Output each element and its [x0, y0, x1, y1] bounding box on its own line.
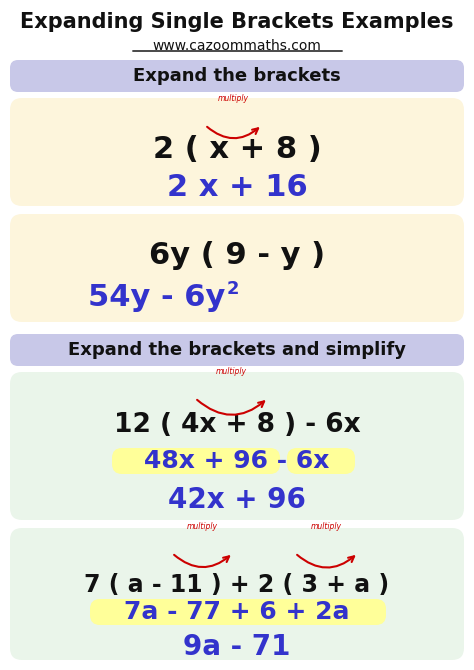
FancyBboxPatch shape — [112, 448, 280, 474]
FancyBboxPatch shape — [10, 528, 464, 660]
Text: 42x + 96: 42x + 96 — [168, 486, 306, 514]
Text: multiply: multiply — [216, 367, 247, 376]
Text: 2 ( x + 8 ): 2 ( x + 8 ) — [153, 135, 321, 165]
Text: 6y ( 9 - y ): 6y ( 9 - y ) — [149, 241, 325, 269]
Text: multiply: multiply — [311, 522, 342, 531]
FancyBboxPatch shape — [10, 60, 464, 92]
FancyBboxPatch shape — [90, 599, 386, 625]
Text: Expanding Single Brackets Examples: Expanding Single Brackets Examples — [20, 12, 454, 32]
Text: multiply: multiply — [218, 94, 249, 103]
Text: 9a - 71: 9a - 71 — [183, 633, 291, 661]
Text: 12 ( 4x + 8 ) - 6x: 12 ( 4x + 8 ) - 6x — [114, 412, 360, 438]
Text: www.cazoommaths.com: www.cazoommaths.com — [153, 39, 321, 53]
Text: multiply: multiply — [187, 522, 218, 531]
Text: 48x + 96 - 6x: 48x + 96 - 6x — [144, 449, 330, 473]
FancyBboxPatch shape — [10, 334, 464, 366]
FancyBboxPatch shape — [10, 372, 464, 520]
FancyBboxPatch shape — [10, 214, 464, 322]
Text: 7 ( a - 11 ) + 2 ( 3 + a ): 7 ( a - 11 ) + 2 ( 3 + a ) — [84, 573, 390, 597]
FancyBboxPatch shape — [10, 98, 464, 206]
Text: 7a - 77 + 6 + 2a: 7a - 77 + 6 + 2a — [124, 600, 350, 624]
Text: Expand the brackets and simplify: Expand the brackets and simplify — [68, 341, 406, 359]
Text: 2 x + 16: 2 x + 16 — [167, 174, 307, 202]
FancyBboxPatch shape — [287, 448, 355, 474]
Text: Expand the brackets: Expand the brackets — [133, 67, 341, 85]
Text: 2: 2 — [227, 280, 239, 298]
Text: 54y - 6y: 54y - 6y — [88, 283, 225, 312]
